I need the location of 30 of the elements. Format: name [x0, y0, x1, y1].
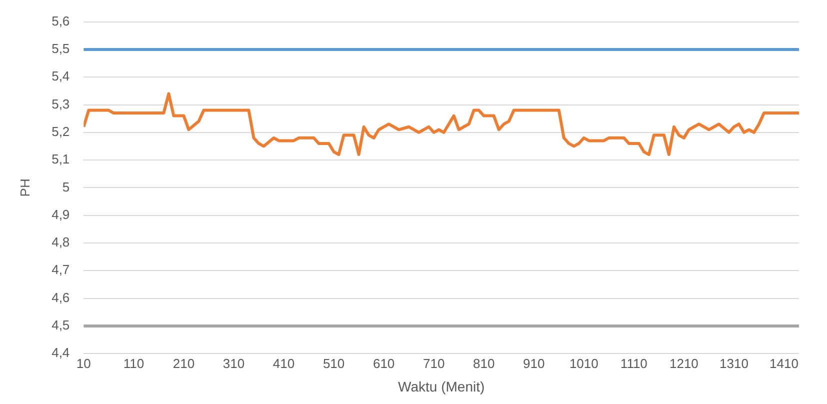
x-tick-label: 1310 [720, 356, 748, 371]
x-tick-label: 310 [222, 356, 245, 371]
x-tick-label: 710 [422, 356, 445, 371]
y-tick-label: 4,9 [52, 206, 70, 222]
y-tick-label: 4,7 [52, 262, 70, 278]
y-tick-label: 5,6 [52, 13, 70, 28]
x-axis-title: Waktu (Menit) [398, 378, 485, 394]
y-tick-label: 5,1 [52, 152, 70, 167]
y-tick-label: 5,5 [52, 41, 70, 56]
x-tick-label: 510 [322, 356, 345, 371]
x-tick-label: 1410 [770, 356, 798, 371]
y-tick-label: 4,5 [52, 318, 70, 333]
y-tick-label: 5 [62, 179, 70, 194]
y-axis-title: PH [17, 178, 32, 197]
x-tick-label: 1110 [620, 356, 648, 371]
x-tick-label: 210 [172, 356, 195, 371]
x-tick-label: 110 [123, 356, 144, 371]
x-tick-label: 910 [523, 356, 545, 371]
x-tick-label: 610 [372, 356, 395, 371]
y-tick-label: 4,4 [52, 345, 70, 360]
y-tick-label: 5,4 [52, 68, 70, 84]
x-tick-label: 410 [272, 356, 295, 371]
y-tick-label: 5,2 [52, 124, 70, 139]
x-tick-label: 1010 [569, 356, 598, 371]
x-tick-label: 10 [76, 356, 91, 371]
x-tick-label: 1210 [669, 356, 698, 371]
x-tick-label: 810 [473, 356, 495, 371]
y-tick-label: 5,3 [52, 96, 70, 112]
y-tick-label: 4,6 [52, 290, 70, 305]
y-tick-label: 4,8 [52, 234, 70, 250]
